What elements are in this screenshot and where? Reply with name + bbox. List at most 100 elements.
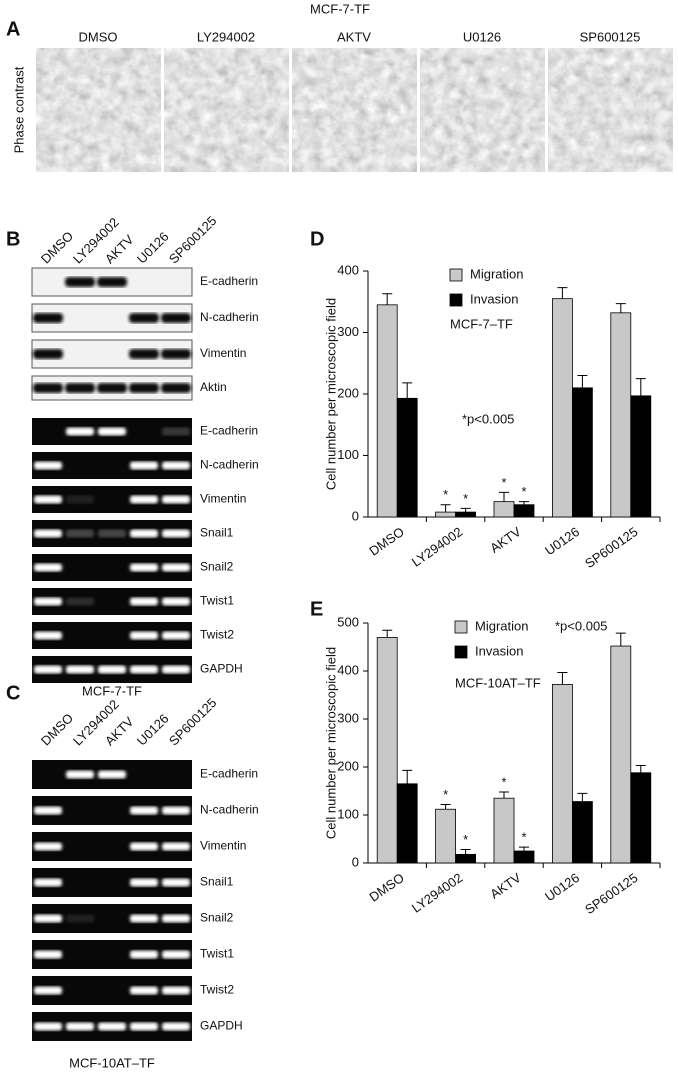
band <box>130 631 158 640</box>
significance-star: * <box>463 832 468 847</box>
band <box>130 806 158 815</box>
row-label: N-cadherin <box>200 310 259 324</box>
row-label: GAPDH <box>200 1019 243 1033</box>
micrograph <box>36 48 161 172</box>
band <box>162 665 190 674</box>
lane-label: DMSO <box>38 228 76 266</box>
band <box>34 597 62 606</box>
y-axis-label: Cell number per microscopic field <box>323 647 338 839</box>
bar <box>513 850 535 864</box>
error-bar <box>519 846 529 851</box>
bar <box>552 298 573 518</box>
column-label: LY294002 <box>197 29 255 44</box>
bar <box>552 684 573 864</box>
band <box>130 1022 158 1031</box>
band <box>161 383 191 393</box>
band <box>65 383 95 393</box>
band <box>66 770 94 779</box>
row-label: Twist2 <box>200 983 234 997</box>
x-tick-label: U0126 <box>542 870 582 904</box>
band <box>97 277 127 287</box>
significance-star: * <box>501 475 506 490</box>
band <box>161 349 191 359</box>
band <box>34 461 62 470</box>
y-tick-label: 0 <box>352 854 359 869</box>
error-bar <box>499 791 509 799</box>
row-label: Snail1 <box>200 875 234 889</box>
band <box>34 665 62 674</box>
band <box>162 597 190 606</box>
band <box>66 495 94 504</box>
column-label: DMSO <box>79 29 118 44</box>
band <box>98 529 126 538</box>
x-tick-label: DMSO <box>366 524 407 559</box>
band <box>34 1022 62 1031</box>
y-tick-label: 300 <box>337 710 359 725</box>
error-bar <box>499 491 509 502</box>
row-label: N-cadherin <box>200 803 259 817</box>
error-bar <box>402 769 413 784</box>
panel-title: MCF-7-TF <box>310 1 370 16</box>
annotation: MCF-10AT–TF <box>455 675 541 690</box>
bar <box>610 645 632 864</box>
row-label: Twist1 <box>200 947 234 961</box>
row-label: E-cadherin <box>200 767 258 781</box>
significance-star: * <box>521 484 526 499</box>
panel-label: E <box>310 598 323 620</box>
micrograph <box>292 48 417 172</box>
significance-star: * <box>463 491 468 506</box>
lane-label: U0126 <box>134 229 172 267</box>
caption: MCF-10AT–TF <box>69 1055 155 1070</box>
band <box>66 597 94 606</box>
legend-label: Invasion <box>470 291 518 306</box>
band <box>66 529 94 538</box>
band <box>162 427 190 436</box>
band <box>66 665 94 674</box>
x-tick-label: AKTV <box>487 870 524 902</box>
bar <box>396 783 418 864</box>
panel-label: A <box>6 18 20 40</box>
band <box>98 1022 126 1031</box>
bar <box>630 772 652 864</box>
band <box>130 563 158 572</box>
band <box>162 878 190 887</box>
note: *p<0.005 <box>555 618 607 633</box>
y-tick-label: 400 <box>337 662 359 677</box>
error-bar <box>382 293 393 305</box>
band <box>130 461 158 470</box>
x-tick-label: U0126 <box>542 524 582 558</box>
band <box>34 529 62 538</box>
band <box>130 878 158 887</box>
legend-swatch <box>454 645 468 659</box>
band <box>129 313 159 323</box>
error-bar <box>440 803 451 810</box>
legend-swatch <box>449 293 463 307</box>
row-label: GAPDH <box>200 662 243 676</box>
error-bar <box>615 632 626 647</box>
y-axis-label: Cell number per microscopic field <box>323 298 338 490</box>
x-tick-label: LY294002 <box>409 524 465 570</box>
band <box>162 806 190 815</box>
band <box>129 383 159 393</box>
micrograph <box>548 48 673 172</box>
row-label: Vimentin <box>200 492 246 506</box>
row-label: N-cadherin <box>200 458 259 472</box>
band <box>130 665 158 674</box>
significance-star: * <box>443 487 448 502</box>
bar <box>572 387 593 518</box>
error-bar <box>615 303 626 313</box>
band <box>162 495 190 504</box>
y-tick-label: 400 <box>337 262 359 277</box>
x-tick-label: DMSO <box>366 870 407 905</box>
band <box>65 277 95 287</box>
bar <box>396 397 418 518</box>
significance-star: * <box>443 787 448 802</box>
panel-label: B <box>6 228 20 250</box>
band <box>130 597 158 606</box>
bar <box>435 511 457 518</box>
band <box>130 950 158 959</box>
error-bar <box>440 504 451 513</box>
legend-label: Migration <box>475 618 528 633</box>
